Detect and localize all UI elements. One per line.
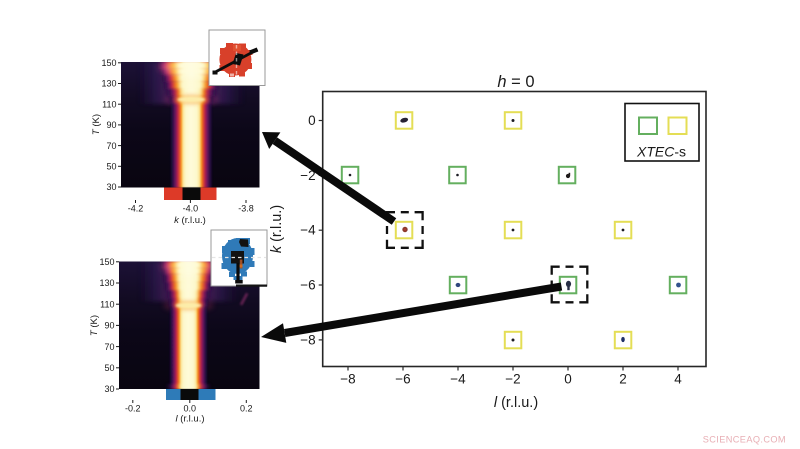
svg-text:-0.2: -0.2 [125, 404, 141, 414]
svg-text:−2: −2 [505, 372, 520, 387]
svg-text:2: 2 [619, 372, 627, 387]
svg-text:−4: −4 [300, 223, 316, 238]
svg-text:k (r.l.u.): k (r.l.u.) [269, 205, 285, 253]
svg-text:l (r.l.u.): l (r.l.u.) [494, 395, 538, 411]
svg-text:XTEC-s: XTEC-s [636, 144, 686, 160]
svg-text:150: 150 [101, 58, 116, 68]
svg-text:−2: −2 [300, 168, 315, 183]
svg-text:0.2: 0.2 [240, 404, 253, 414]
svg-text:0: 0 [308, 113, 316, 128]
svg-text:50: 50 [106, 162, 116, 172]
svg-text:0: 0 [564, 372, 572, 387]
svg-text:110: 110 [100, 299, 114, 309]
svg-text:130: 130 [99, 278, 114, 288]
svg-text:90: 90 [106, 120, 116, 130]
svg-text:4: 4 [674, 372, 682, 387]
svg-text:150: 150 [99, 257, 114, 267]
svg-text:70: 70 [104, 342, 114, 352]
svg-text:−6: −6 [395, 372, 410, 387]
svg-text:-3.8: -3.8 [238, 204, 254, 214]
svg-text:-4.0: -4.0 [183, 204, 199, 214]
svg-text:T (K): T (K) [89, 315, 100, 336]
svg-text:50: 50 [104, 363, 114, 373]
svg-text:0.0: 0.0 [184, 404, 197, 414]
svg-text:−8: −8 [340, 372, 355, 387]
svg-text:90: 90 [104, 321, 114, 331]
svg-text:130: 130 [101, 79, 116, 89]
svg-text:SCIENCEAQ.COM: SCIENCEAQ.COM [703, 435, 786, 445]
svg-text:−6: −6 [300, 278, 315, 293]
svg-text:30: 30 [106, 182, 116, 192]
svg-text:k (r.l.u.): k (r.l.u.) [174, 215, 206, 226]
svg-text:l (r.l.u.): l (r.l.u.) [175, 414, 204, 425]
svg-text:70: 70 [106, 141, 116, 151]
svg-text:h = 0: h = 0 [497, 73, 534, 91]
svg-text:−4: −4 [450, 372, 466, 387]
svg-text:−8: −8 [300, 332, 315, 347]
svg-text:T (K): T (K) [91, 114, 102, 135]
svg-text:30: 30 [104, 384, 114, 394]
svg-text:110: 110 [102, 99, 116, 109]
svg-text:-4.2: -4.2 [128, 204, 144, 214]
